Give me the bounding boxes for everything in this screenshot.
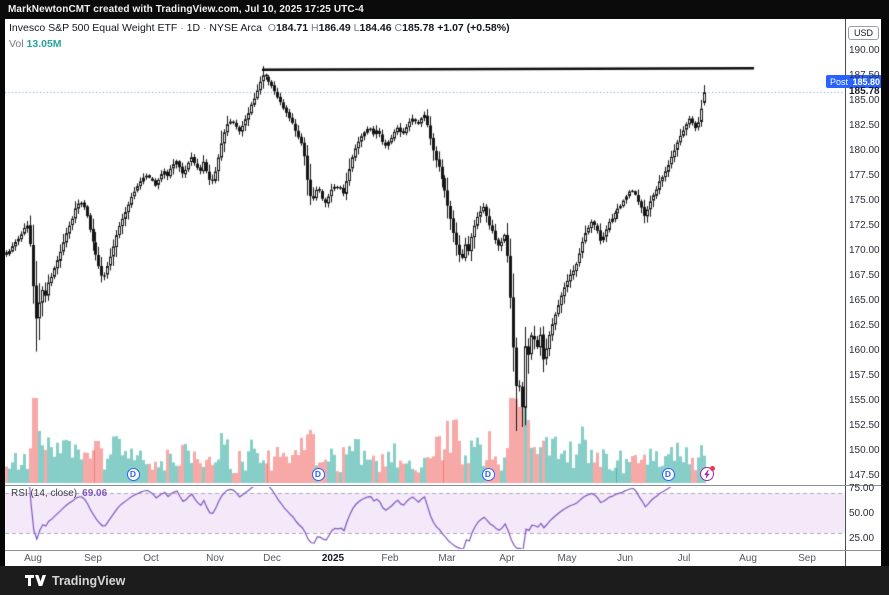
dividend-marker[interactable]: D xyxy=(311,467,325,481)
time-axis-month-label: Nov xyxy=(206,553,224,564)
price-tick-label: 152.50 xyxy=(849,420,880,431)
time-axis-month-label: Jun xyxy=(616,553,634,564)
time-axis-month-label: Apr xyxy=(499,553,515,564)
right-border xyxy=(881,19,889,566)
time-axis-month-label: Dec xyxy=(263,553,281,564)
price-tick-label: 180.00 xyxy=(849,145,880,156)
rsi-legend[interactable]: RSI (14, close) 69.06 xyxy=(11,488,107,499)
open-value: 184.71 xyxy=(275,22,309,34)
time-axis-month-label: Aug xyxy=(24,553,42,564)
time-axis-month-label: Sep xyxy=(84,553,102,564)
price-tick-label: 187.50 xyxy=(849,70,880,81)
tradingview-logo-icon xyxy=(25,575,46,586)
rsi-tick-label: 75.00 xyxy=(849,483,875,494)
price-tick-label: 165.00 xyxy=(849,295,880,306)
attribution-bar: MarkNewtonCMT created with TradingView.c… xyxy=(0,0,889,19)
time-axis-separator xyxy=(5,550,881,551)
symbol-legend[interactable]: Invesco S&P 500 Equal Weight ETF · 1D · … xyxy=(9,22,510,34)
price-tick-label: 182.50 xyxy=(849,120,880,131)
rsi-tick-label: 25.00 xyxy=(849,533,875,544)
footer-brand-text: TradingView xyxy=(52,573,126,588)
legend-separator: · xyxy=(203,22,207,34)
price-tick-label: 185.00 xyxy=(849,95,880,106)
dividend-marker[interactable]: D xyxy=(126,467,140,481)
time-axis-month-label: Feb xyxy=(381,553,399,564)
symbol-title[interactable]: Invesco S&P 500 Equal Weight ETF xyxy=(9,22,178,34)
open-label: O xyxy=(267,22,276,34)
lightning-icon xyxy=(704,469,710,479)
price-tick-label: 175.00 xyxy=(849,195,880,206)
notification-dot xyxy=(710,466,715,471)
price-tick-label: 157.50 xyxy=(849,370,880,381)
dividend-marker[interactable]: D xyxy=(661,467,675,481)
volume-legend: Vol 13.05M xyxy=(9,38,62,50)
time-axis-month-label: Aug xyxy=(739,553,757,564)
close-label: C xyxy=(394,22,403,34)
price-tick-label: 177.50 xyxy=(849,170,880,181)
currency-unit-label: USD xyxy=(848,26,880,40)
legend-interval[interactable]: 1D xyxy=(186,22,201,34)
rsi-pane-separator[interactable] xyxy=(5,485,881,486)
post-price: 185.80 xyxy=(852,76,880,87)
volume-label: Vol xyxy=(9,38,24,50)
change-value: +1.07 (+0.58%) xyxy=(437,22,510,34)
time-axis-month-label: Mar xyxy=(438,553,456,564)
price-tick-label: 162.50 xyxy=(849,320,880,331)
time-axis-month-label: May xyxy=(557,553,577,564)
dividend-marker[interactable]: D xyxy=(481,467,495,481)
price-tick-label: 160.00 xyxy=(849,345,880,356)
legend-separator: · xyxy=(180,22,184,34)
time-axis-month-label: Sep xyxy=(798,553,816,564)
left-border xyxy=(0,19,5,566)
time-axis-year-label: 2025 xyxy=(321,553,345,564)
rsi-label[interactable]: RSI (14, close) xyxy=(11,488,78,499)
earnings-marker[interactable] xyxy=(700,466,715,481)
post-label: Post xyxy=(830,76,849,87)
rsi-value: 69.06 xyxy=(82,488,108,499)
price-axis-separator xyxy=(845,19,846,566)
attribution-text: MarkNewtonCMT created with TradingView.c… xyxy=(8,4,364,15)
price-tick-label: 167.50 xyxy=(849,270,880,281)
price-tick-label: 150.00 xyxy=(849,445,880,456)
footer-bar: TradingView xyxy=(0,566,889,595)
time-axis-month-label: Oct xyxy=(143,553,159,564)
last-price-axis-label: 185.78 xyxy=(849,86,880,97)
volume-value: 13.05M xyxy=(26,38,62,50)
time-axis-month-label: Jul xyxy=(677,553,691,564)
price-tick-label: 172.50 xyxy=(849,220,880,231)
price-tick-label: 155.00 xyxy=(849,395,880,406)
price-tick-label: 147.50 xyxy=(849,470,880,481)
rsi-tick-label: 50.00 xyxy=(849,508,875,519)
post-market-price-badge: Post 185.80 xyxy=(826,75,884,88)
high-value: 186.49 xyxy=(318,22,351,34)
high-label: H xyxy=(311,22,319,34)
legend-exchange: NYSE Arca xyxy=(209,22,262,34)
close-value: 185.78 xyxy=(402,22,435,34)
low-value: 184.46 xyxy=(359,22,392,34)
price-tick-label: 190.00 xyxy=(849,45,880,56)
tradingview-logo[interactable]: TradingView xyxy=(25,574,125,588)
price-tick-label: 170.00 xyxy=(849,245,880,256)
low-label: L xyxy=(353,22,360,34)
